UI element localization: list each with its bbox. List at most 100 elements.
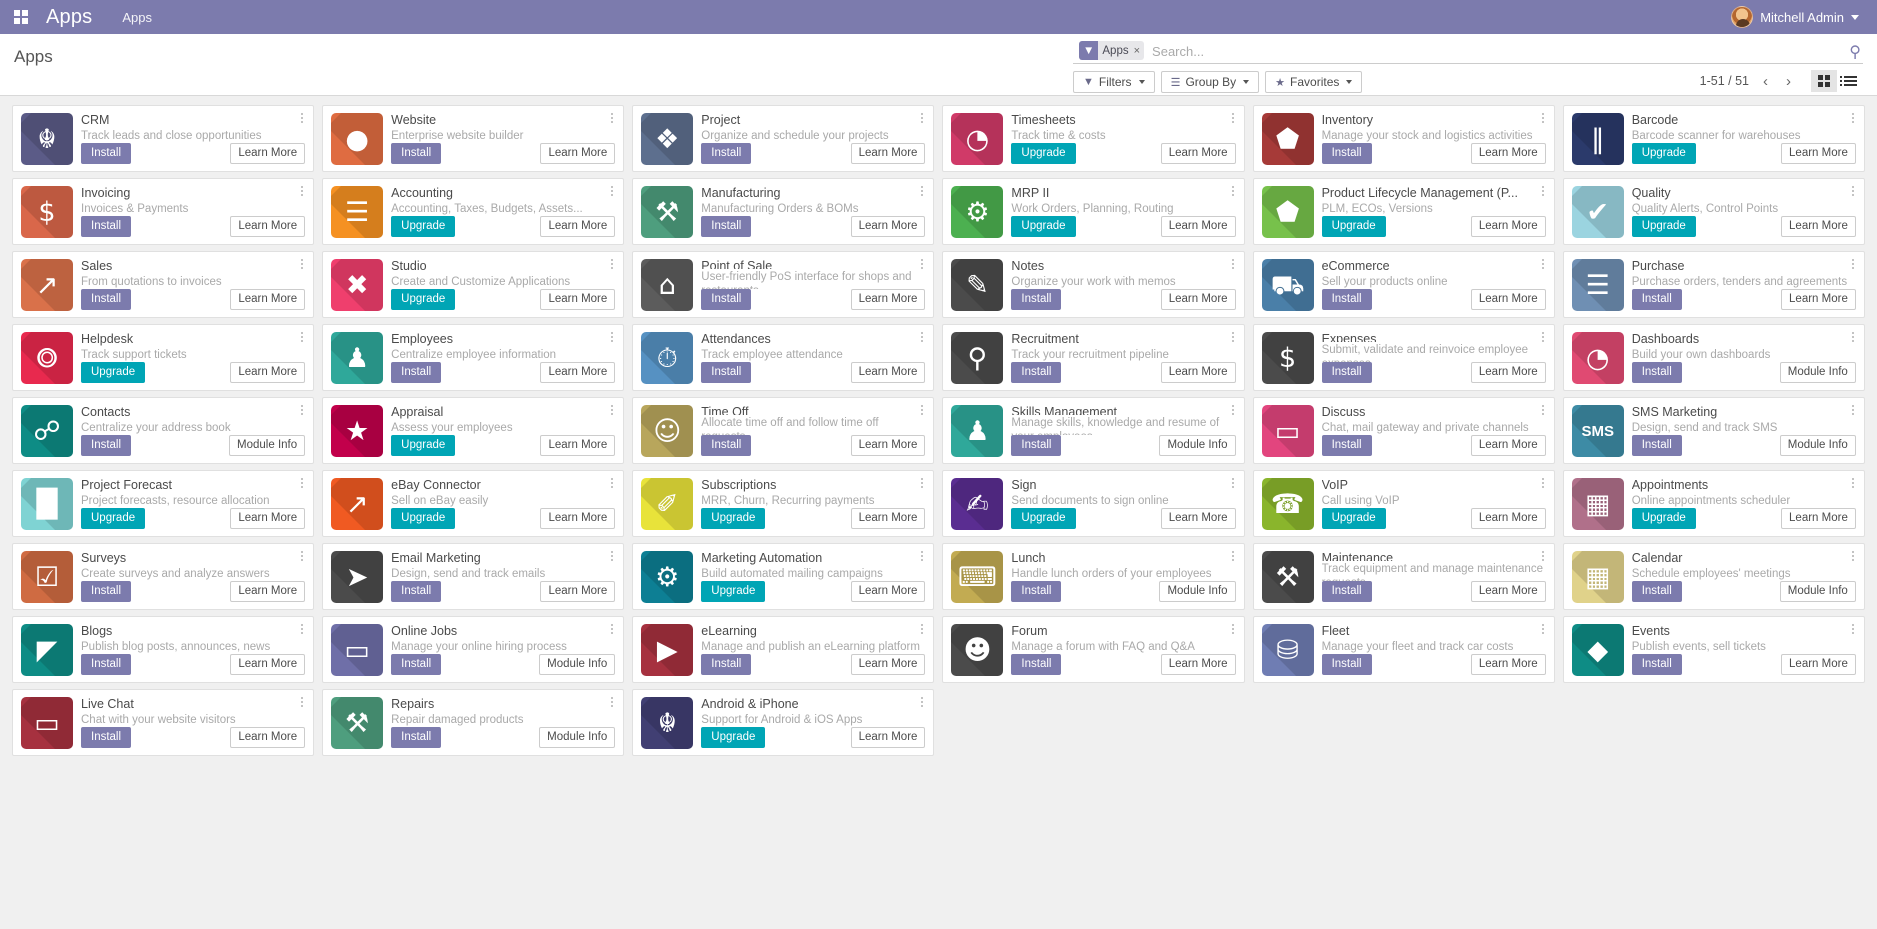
app-card[interactable]: ▦ Calendar Schedule employees' meetings Ins… (1562, 543, 1865, 610)
app-card[interactable]: ☑ Surveys Create surveys and analyze answe… (12, 543, 315, 610)
install-button[interactable]: Install (1321, 581, 1372, 602)
card-menu-icon[interactable] (916, 402, 928, 418)
card-menu-icon[interactable] (916, 694, 928, 710)
learn-more-button[interactable]: Learn More (230, 508, 306, 529)
app-card[interactable]: ★ Appraisal Assess your employees Upgrade Le… (322, 397, 625, 464)
app-card[interactable]: ◆ Events Publish events, sell tickets Insta… (1562, 616, 1865, 683)
app-card[interactable]: ⚙ Marketing Automation Build automated mai… (632, 543, 935, 610)
pager-next-button[interactable]: › (1786, 72, 1791, 90)
app-card[interactable]: ◤ Blogs Publish blog posts, announces, new… (12, 616, 315, 683)
card-menu-icon[interactable] (916, 548, 928, 564)
app-card[interactable]: ▭ Discuss Chat, mail gateway and private c… (1252, 397, 1555, 464)
install-button[interactable]: Install (1631, 362, 1682, 383)
app-card[interactable]: ☍ Contacts Centralize your address book Ins… (12, 397, 315, 464)
card-menu-icon[interactable] (296, 183, 308, 199)
favorites-button[interactable]: ★ Favorites (1265, 71, 1363, 93)
upgrade-button[interactable]: Upgrade (1631, 216, 1696, 237)
app-card[interactable]: ♟ Skills Management Manage skills, knowled… (942, 397, 1245, 464)
upgrade-button[interactable]: Upgrade (81, 508, 146, 529)
card-menu-icon[interactable] (296, 694, 308, 710)
card-menu-icon[interactable] (606, 183, 618, 199)
upgrade-button[interactable]: Upgrade (1011, 216, 1076, 237)
learn-more-button[interactable]: Learn More (1160, 654, 1236, 675)
install-button[interactable]: Install (701, 289, 752, 310)
learn-more-button[interactable]: Learn More (540, 581, 616, 602)
learn-more-button[interactable]: Learn More (1470, 216, 1546, 237)
install-button[interactable]: Install (391, 362, 442, 383)
install-button[interactable]: Install (701, 435, 752, 456)
app-card[interactable]: $ Expenses Submit, validate and reinvoice … (1252, 324, 1555, 391)
upgrade-button[interactable]: Upgrade (701, 508, 766, 529)
card-menu-icon[interactable] (1847, 402, 1859, 418)
upgrade-button[interactable]: Upgrade (701, 727, 766, 748)
card-menu-icon[interactable] (916, 475, 928, 491)
learn-more-button[interactable]: Learn More (540, 289, 616, 310)
app-card[interactable]: ↗ Sales From quotations to invoices Install… (12, 251, 315, 318)
card-menu-icon[interactable] (1847, 256, 1859, 272)
learn-more-button[interactable]: Learn More (230, 727, 306, 748)
install-button[interactable]: Install (391, 581, 442, 602)
card-menu-icon[interactable] (296, 548, 308, 564)
app-card[interactable]: ‖ Barcode Barcode scanner for warehouses Up… (1562, 105, 1865, 172)
search-view[interactable]: ▼ Apps × ⚲ (1073, 40, 1863, 64)
app-card[interactable]: ☺ Time Off Allocate time off and follow ti… (632, 397, 935, 464)
card-menu-icon[interactable] (1227, 548, 1239, 564)
app-card[interactable]: ⚙ MRP II Work Orders, Planning, Routing Upg… (942, 178, 1245, 245)
upgrade-button[interactable]: Upgrade (1011, 143, 1076, 164)
app-card[interactable]: ▭ Online Jobs Manage your online hiring pr… (322, 616, 625, 683)
card-menu-icon[interactable] (1847, 548, 1859, 564)
card-menu-icon[interactable] (606, 548, 618, 564)
card-menu-icon[interactable] (296, 329, 308, 345)
app-card[interactable]: ✎ Notes Organize your work with memos Insta… (942, 251, 1245, 318)
upgrade-button[interactable]: Upgrade (701, 581, 766, 602)
pager-previous-button[interactable]: ‹ (1763, 72, 1768, 90)
card-menu-icon[interactable] (606, 256, 618, 272)
card-menu-icon[interactable] (1847, 183, 1859, 199)
install-button[interactable]: Install (701, 362, 752, 383)
upgrade-button[interactable]: Upgrade (391, 289, 456, 310)
nav-brand[interactable]: Apps (46, 5, 93, 28)
app-card[interactable]: ⚲ Recruitment Track your recruitment pipel… (942, 324, 1245, 391)
card-menu-icon[interactable] (916, 110, 928, 126)
upgrade-button[interactable]: Upgrade (81, 362, 146, 383)
install-button[interactable]: Install (1011, 581, 1062, 602)
install-button[interactable]: Install (1011, 435, 1062, 456)
install-button[interactable]: Install (1631, 654, 1682, 675)
install-button[interactable]: Install (1321, 362, 1372, 383)
app-card[interactable]: ✍ Sign Send documents to sign online Upgrad… (942, 470, 1245, 537)
app-card[interactable]: ☰ Accounting Accounting, Taxes, Budgets, A… (322, 178, 625, 245)
install-button[interactable]: Install (391, 654, 442, 675)
learn-more-button[interactable]: Learn More (1160, 508, 1236, 529)
learn-more-button[interactable]: Learn More (230, 654, 306, 675)
module-info-button[interactable]: Module Info (1779, 362, 1856, 383)
learn-more-button[interactable]: Learn More (1470, 581, 1546, 602)
app-card[interactable]: ▭ Live Chat Chat with your website visitor… (12, 689, 315, 756)
card-menu-icon[interactable] (1227, 183, 1239, 199)
app-card[interactable]: SMS SMS Marketing Design, send and track S… (1562, 397, 1865, 464)
app-card[interactable]: ☰ Purchase Purchase orders, tenders and ag… (1562, 251, 1865, 318)
install-button[interactable]: Install (1011, 362, 1062, 383)
card-menu-icon[interactable] (1847, 621, 1859, 637)
upgrade-button[interactable]: Upgrade (1631, 143, 1696, 164)
module-info-button[interactable]: Module Info (539, 654, 616, 675)
close-icon[interactable]: × (1133, 44, 1141, 57)
app-card[interactable]: ✔ Quality Quality Alerts, Control Points Up… (1562, 178, 1865, 245)
learn-more-button[interactable]: Learn More (850, 216, 926, 237)
search-input[interactable] (1148, 40, 1844, 63)
app-card[interactable]: ♟ Employees Centralize employee informatio… (322, 324, 625, 391)
app-card[interactable]: ⏱ Attendances Track employee attendance Ins… (632, 324, 935, 391)
learn-more-button[interactable]: Learn More (1470, 508, 1546, 529)
install-button[interactable]: Install (1011, 654, 1062, 675)
card-menu-icon[interactable] (296, 256, 308, 272)
learn-more-button[interactable]: Learn More (1160, 362, 1236, 383)
card-menu-icon[interactable] (1227, 256, 1239, 272)
learn-more-button[interactable]: Learn More (850, 289, 926, 310)
app-card[interactable]: ◔ Dashboards Build your own dashboards Inst… (1562, 324, 1865, 391)
app-card[interactable]: ⬟ Product Lifecycle Management (P... PLM, … (1252, 178, 1555, 245)
install-button[interactable]: Install (81, 216, 132, 237)
card-menu-icon[interactable] (1847, 110, 1859, 126)
app-card[interactable]: ◔ Timesheets Track time & costs Upgrade Lear… (942, 105, 1245, 172)
app-card[interactable]: ⌨ Lunch Handle lunch orders of your employ… (942, 543, 1245, 610)
install-button[interactable]: Install (701, 143, 752, 164)
learn-more-button[interactable]: Learn More (1781, 508, 1856, 529)
